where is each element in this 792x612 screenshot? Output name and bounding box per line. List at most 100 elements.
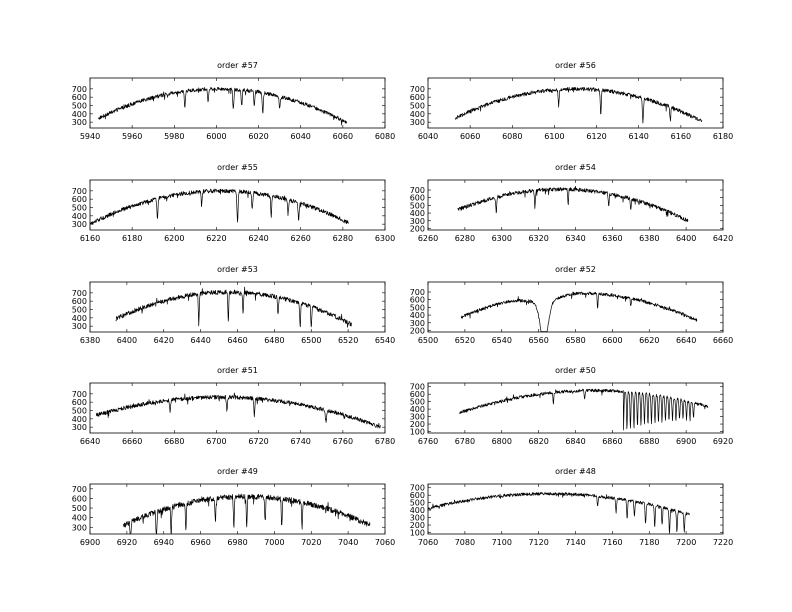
x-tick-label: 6280 bbox=[455, 234, 475, 243]
x-tick-label: 6380 bbox=[80, 336, 100, 345]
y-tick-label: 500 bbox=[72, 102, 87, 111]
y-tick-label: 600 bbox=[410, 390, 425, 399]
x-tick-label: 7200 bbox=[676, 538, 696, 547]
x-tick-label: 6940 bbox=[154, 538, 174, 547]
x-tick-label: 6260 bbox=[291, 234, 311, 243]
y-tick-label: 600 bbox=[72, 398, 87, 407]
x-tick-label: 6900 bbox=[80, 538, 100, 547]
y-tick-label: 700 bbox=[410, 288, 425, 297]
x-tick-label: 6800 bbox=[492, 437, 512, 446]
y-tick-label: 600 bbox=[410, 296, 425, 305]
y-tick-label: 400 bbox=[72, 212, 87, 221]
y-tick-label: 400 bbox=[410, 110, 425, 119]
panel-title: order #54 bbox=[555, 163, 596, 172]
y-tick-label: 400 bbox=[72, 415, 87, 424]
y-tick-label: 300 bbox=[410, 319, 425, 328]
x-tick-label: 6500 bbox=[418, 336, 438, 345]
x-tick-label: 6660 bbox=[122, 437, 142, 446]
x-tick-label: 7140 bbox=[565, 538, 585, 547]
panel-order-53: order #53 6380 6400 6420 6440 6460 6480 6500 652… bbox=[72, 265, 395, 345]
y-tick-label: 700 bbox=[72, 187, 87, 196]
x-tick-label: 6320 bbox=[528, 234, 548, 243]
x-tick-label: 6400 bbox=[117, 336, 137, 345]
plot-frame bbox=[427, 483, 724, 535]
x-tick-label: 7220 bbox=[713, 538, 733, 547]
y-tick-label: 600 bbox=[72, 93, 87, 102]
x-tick-label: 6380 bbox=[639, 234, 659, 243]
x-tick-label: 6260 bbox=[418, 234, 438, 243]
x-tick-label: 6400 bbox=[676, 234, 696, 243]
spectrum-line bbox=[427, 491, 690, 534]
x-tick-label: 6920 bbox=[713, 437, 733, 446]
x-tick-label: 6040 bbox=[291, 132, 311, 141]
x-tick-label: 5980 bbox=[164, 132, 184, 141]
x-tick-label: 7180 bbox=[639, 538, 659, 547]
x-tick-label: 6180 bbox=[122, 234, 142, 243]
y-tick-label: 600 bbox=[72, 494, 87, 503]
x-tick-label: 6540 bbox=[492, 336, 512, 345]
x-tick-label: 6880 bbox=[639, 437, 659, 446]
y-tick-label: 200 bbox=[410, 326, 425, 335]
y-tick-label: 500 bbox=[410, 102, 425, 111]
y-tick-label: 700 bbox=[410, 85, 425, 94]
y-tick-label: 300 bbox=[72, 220, 87, 229]
plot-frame bbox=[89, 483, 386, 535]
x-tick-label: 7100 bbox=[492, 538, 512, 547]
x-tick-label: 6360 bbox=[602, 234, 622, 243]
spectrum-line bbox=[98, 86, 348, 126]
x-tick-label: 6060 bbox=[333, 132, 353, 141]
y-tick-label: 500 bbox=[410, 499, 425, 508]
x-tick-label: 6300 bbox=[492, 234, 512, 243]
x-tick-label: 7060 bbox=[418, 538, 438, 547]
x-tick-label: 6980 bbox=[227, 538, 247, 547]
panel-order-57: order #57 5940 5960 5980 6000 6020 6040 6060 608… bbox=[72, 61, 395, 141]
spectrum-line bbox=[89, 188, 349, 225]
y-tick-label: 400 bbox=[410, 506, 425, 515]
y-tick-label: 300 bbox=[410, 413, 425, 422]
panel-order-50: order #50 6760 6780 6800 6820 6840 6860 6880 690… bbox=[410, 366, 733, 446]
y-tick-label: 200 bbox=[410, 521, 425, 530]
panel-order-55: order #55 6160 6180 6200 6220 6240 6260 6280 630… bbox=[72, 163, 395, 243]
x-tick-label: 6220 bbox=[206, 234, 226, 243]
x-tick-label: 6760 bbox=[418, 437, 438, 446]
y-tick-label: 300 bbox=[410, 514, 425, 523]
x-tick-label: 6000 bbox=[206, 132, 226, 141]
spectrum-line bbox=[115, 286, 352, 328]
x-tick-label: 6600 bbox=[602, 336, 622, 345]
y-tick-label: 100 bbox=[410, 428, 425, 437]
x-tick-label: 5940 bbox=[80, 132, 100, 141]
y-tick-label: 700 bbox=[72, 85, 87, 94]
plot-frame bbox=[89, 382, 386, 434]
y-tick-label: 300 bbox=[72, 423, 87, 432]
x-tick-label: 6160 bbox=[80, 234, 100, 243]
x-tick-label: 5960 bbox=[122, 132, 142, 141]
x-tick-label: 6700 bbox=[206, 437, 226, 446]
y-tick-label: 400 bbox=[72, 514, 87, 523]
x-tick-label: 6760 bbox=[333, 437, 353, 446]
x-tick-label: 6720 bbox=[248, 437, 268, 446]
x-tick-label: 6620 bbox=[639, 336, 659, 345]
panel-title: order #57 bbox=[217, 61, 258, 70]
x-tick-label: 6120 bbox=[586, 132, 606, 141]
panel-order-54: order #54 6260 6280 6300 6320 6340 6360 6380 640… bbox=[410, 163, 733, 243]
x-tick-label: 6520 bbox=[338, 336, 358, 345]
x-tick-label: 6040 bbox=[418, 132, 438, 141]
x-tick-label: 6300 bbox=[375, 234, 395, 243]
y-tick-label: 400 bbox=[410, 209, 425, 218]
y-tick-label: 300 bbox=[410, 217, 425, 226]
y-tick-label: 500 bbox=[72, 306, 87, 315]
panel-title: order #49 bbox=[217, 467, 258, 476]
x-tick-label: 6420 bbox=[154, 336, 174, 345]
panel-title: order #56 bbox=[555, 61, 596, 70]
y-tick-label: 100 bbox=[410, 529, 425, 538]
x-tick-label: 6340 bbox=[565, 234, 585, 243]
y-tick-label: 600 bbox=[72, 195, 87, 204]
x-tick-label: 7080 bbox=[455, 538, 475, 547]
panel-title: order #51 bbox=[217, 366, 258, 375]
x-tick-label: 6180 bbox=[713, 132, 733, 141]
y-tick-label: 400 bbox=[410, 405, 425, 414]
x-tick-label: 6900 bbox=[676, 437, 696, 446]
x-tick-label: 6640 bbox=[80, 437, 100, 446]
y-tick-label: 400 bbox=[72, 314, 87, 323]
